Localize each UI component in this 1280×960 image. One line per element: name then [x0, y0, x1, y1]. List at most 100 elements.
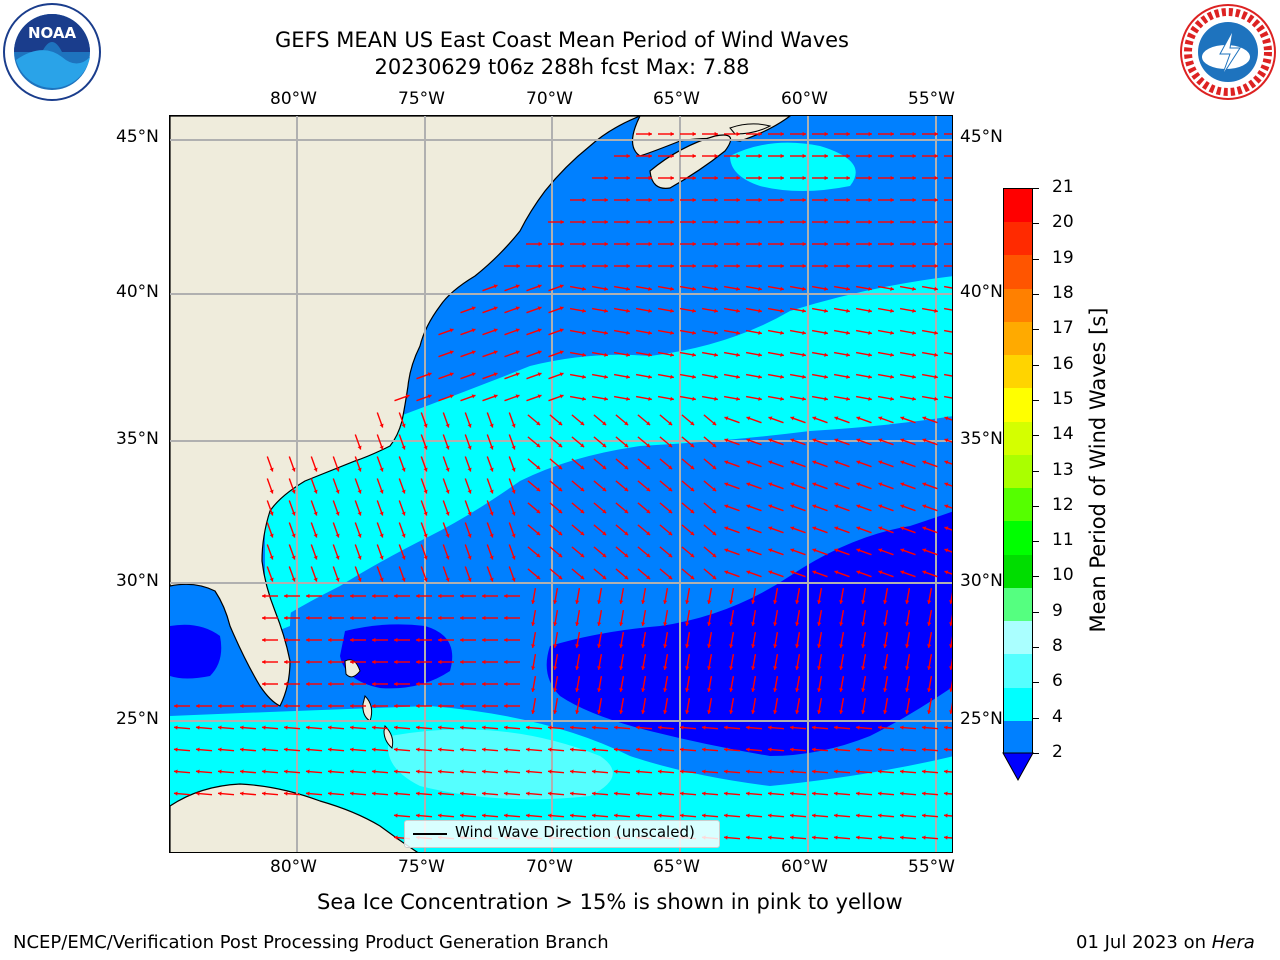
wave-direction-arrowhead: [196, 791, 200, 796]
colorbar-segment: [1004, 654, 1032, 689]
light-cyan-south: [388, 729, 613, 800]
wave-direction-arrowhead: [890, 131, 894, 137]
wave-direction-arrowhead: [846, 330, 850, 335]
wave-direction-arrowhead: [553, 666, 558, 670]
wave-direction-arrowhead: [536, 553, 541, 558]
wave-direction-arrowhead: [724, 791, 728, 796]
wave-direction-arrowhead: [817, 688, 822, 692]
wave-direction-arrowhead: [536, 443, 541, 448]
wave-direction-arrowhead: [934, 241, 938, 247]
wave-direction-arrowhead: [531, 688, 536, 692]
wave-direction-arrowhead: [350, 747, 354, 752]
wave-direction-arrowhead: [680, 725, 684, 730]
wave-direction-arrowhead: [736, 286, 740, 291]
wave-direction-arrowhead: [668, 487, 673, 492]
wave-direction-arrowhead: [438, 593, 442, 599]
wave-direction-arrowhead: [707, 622, 712, 626]
wave-direction-arrowhead: [379, 555, 384, 560]
wave-direction-arrowhead: [751, 622, 756, 626]
wave-direction-arrowhead: [328, 747, 332, 752]
wave-direction-arrowhead: [724, 526, 729, 531]
wave-direction-arrowhead: [558, 553, 563, 558]
wave-direction-arrowhead: [729, 600, 734, 604]
wave-direction-arrowhead: [890, 219, 894, 225]
wave-direction-arrowhead: [702, 813, 706, 818]
wave-direction-arrowhead: [890, 330, 894, 335]
wave-direction-arrowhead: [560, 219, 564, 225]
wave-direction-arrowhead: [626, 219, 630, 225]
wave-direction-arrowhead: [824, 131, 828, 137]
wave-direction-arrowhead: [619, 666, 624, 670]
wave-direction-arrowhead: [553, 644, 558, 648]
wave-direction-arrowhead: [668, 465, 673, 470]
wave-direction-arrowhead: [423, 467, 428, 472]
wave-direction-arrowhead: [328, 769, 332, 774]
wave-direction-arrowhead: [489, 445, 494, 450]
wave-direction-arrowhead: [394, 659, 398, 665]
wave-direction-arrowhead: [724, 747, 728, 752]
colorbar-tick-mark: [1033, 258, 1039, 260]
wave-direction-arrowhead: [218, 725, 222, 730]
wave-direction-arrowhead: [592, 769, 596, 774]
wave-direction-arrowhead: [511, 577, 516, 582]
wave-direction-arrowhead: [834, 416, 839, 421]
land-pei: [729, 123, 772, 135]
wave-direction-arrowhead: [537, 394, 542, 399]
wave-direction-arrowhead: [758, 286, 762, 291]
colorbar-segment: [1004, 388, 1032, 423]
wave-direction-arrowhead: [580, 421, 585, 426]
wave-direction-arrowhead: [445, 445, 450, 450]
wave-direction-arrowhead: [707, 600, 712, 604]
wave-direction-arrowhead: [467, 555, 472, 560]
wave-direction-arrowhead: [824, 219, 828, 225]
wave-direction-arrowhead: [614, 725, 618, 730]
wave-direction-arrowhead: [504, 769, 508, 774]
wave-direction-arrowhead: [515, 284, 520, 289]
wave-direction-arrowhead: [394, 615, 398, 621]
wave-direction-arrowhead: [291, 489, 296, 494]
colorbar-tick-mark: [1033, 364, 1039, 366]
wave-direction-arrowhead: [890, 197, 894, 203]
wave-direction-arrowhead: [646, 509, 651, 514]
wave-direction-arrowhead: [768, 813, 772, 818]
wave-direction-arrowhead: [714, 131, 718, 137]
wave-direction-arrowhead: [714, 219, 718, 225]
wave-direction-arrowhead: [619, 688, 624, 692]
wave-direction-arrowhead: [602, 509, 607, 514]
wave-direction-arrowhead: [780, 219, 784, 225]
wave-direction-arrowhead: [934, 352, 938, 357]
wave-direction-arrowhead: [795, 644, 800, 648]
wave-direction-arrowhead: [736, 396, 740, 401]
wave-direction-arrowhead: [626, 308, 630, 313]
wave-direction-arrowhead: [934, 308, 938, 313]
wave-direction-arrowhead: [790, 570, 795, 575]
wave-direction-arrowhead: [934, 153, 938, 159]
wave-direction-arrowhead: [780, 396, 784, 401]
wave-direction-arrow: [943, 329, 952, 333]
wave-direction-arrowhead: [482, 813, 486, 818]
wave-direction-arrowhead: [641, 622, 646, 626]
wave-direction-arrowhead: [648, 286, 652, 291]
wave-direction-arrowhead: [790, 835, 794, 840]
wave-direction-arrowhead: [313, 511, 318, 516]
wave-direction-arrowhead: [174, 747, 178, 752]
wave-direction-arrowhead: [291, 467, 296, 472]
wave-direction-arrowhead: [912, 175, 916, 181]
wave-direction-arrowhead: [724, 460, 729, 465]
wave-direction-arrowhead: [768, 570, 773, 575]
wave-direction-arrowhead: [846, 352, 850, 357]
wave-direction-arrowhead: [284, 615, 288, 621]
wave-direction-arrowhead: [670, 330, 674, 335]
wave-direction-arrowhead: [445, 577, 450, 582]
wave-direction-arrowhead: [460, 791, 464, 796]
wave-direction-arrowhead: [712, 575, 717, 580]
colorbar-tick-mark: [1033, 435, 1039, 437]
colorbar-segment: [1004, 720, 1032, 755]
wave-direction-arrowhead: [746, 526, 751, 531]
wave-direction-arrowhead: [736, 219, 740, 225]
wave-direction-arrowhead: [379, 533, 384, 538]
wave-direction-arrowhead: [240, 725, 244, 730]
wave-direction-arrowhead: [504, 813, 508, 818]
colorbar-segment: [1004, 587, 1032, 622]
wave-direction-arrowhead: [780, 330, 784, 335]
